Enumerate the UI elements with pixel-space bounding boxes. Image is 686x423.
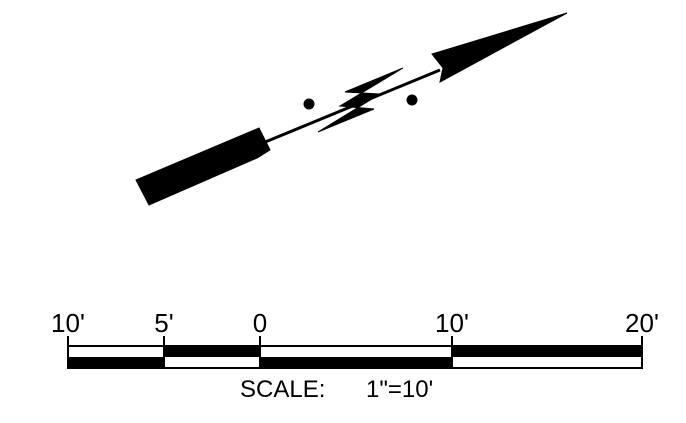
north-arrow-icon — [135, 12, 568, 206]
scale-segment — [164, 346, 260, 357]
scale-tick-label: 20' — [625, 308, 659, 338]
scale-segment — [452, 346, 642, 357]
scale-bar: 10' 5' 0 10' 20' SCALE: 1"=10' — [51, 308, 659, 403]
scale-caption-value: 1"=10' — [366, 376, 433, 403]
scale-tick-label: 10' — [435, 308, 469, 338]
scale-tick-label: 5' — [154, 308, 173, 338]
scale-tick-label: 0 — [253, 308, 267, 338]
scale-segment — [68, 357, 164, 368]
scale-segment — [260, 357, 452, 368]
scale-tick-label: 10' — [51, 308, 85, 338]
scale-caption-prefix: SCALE: — [240, 376, 325, 403]
